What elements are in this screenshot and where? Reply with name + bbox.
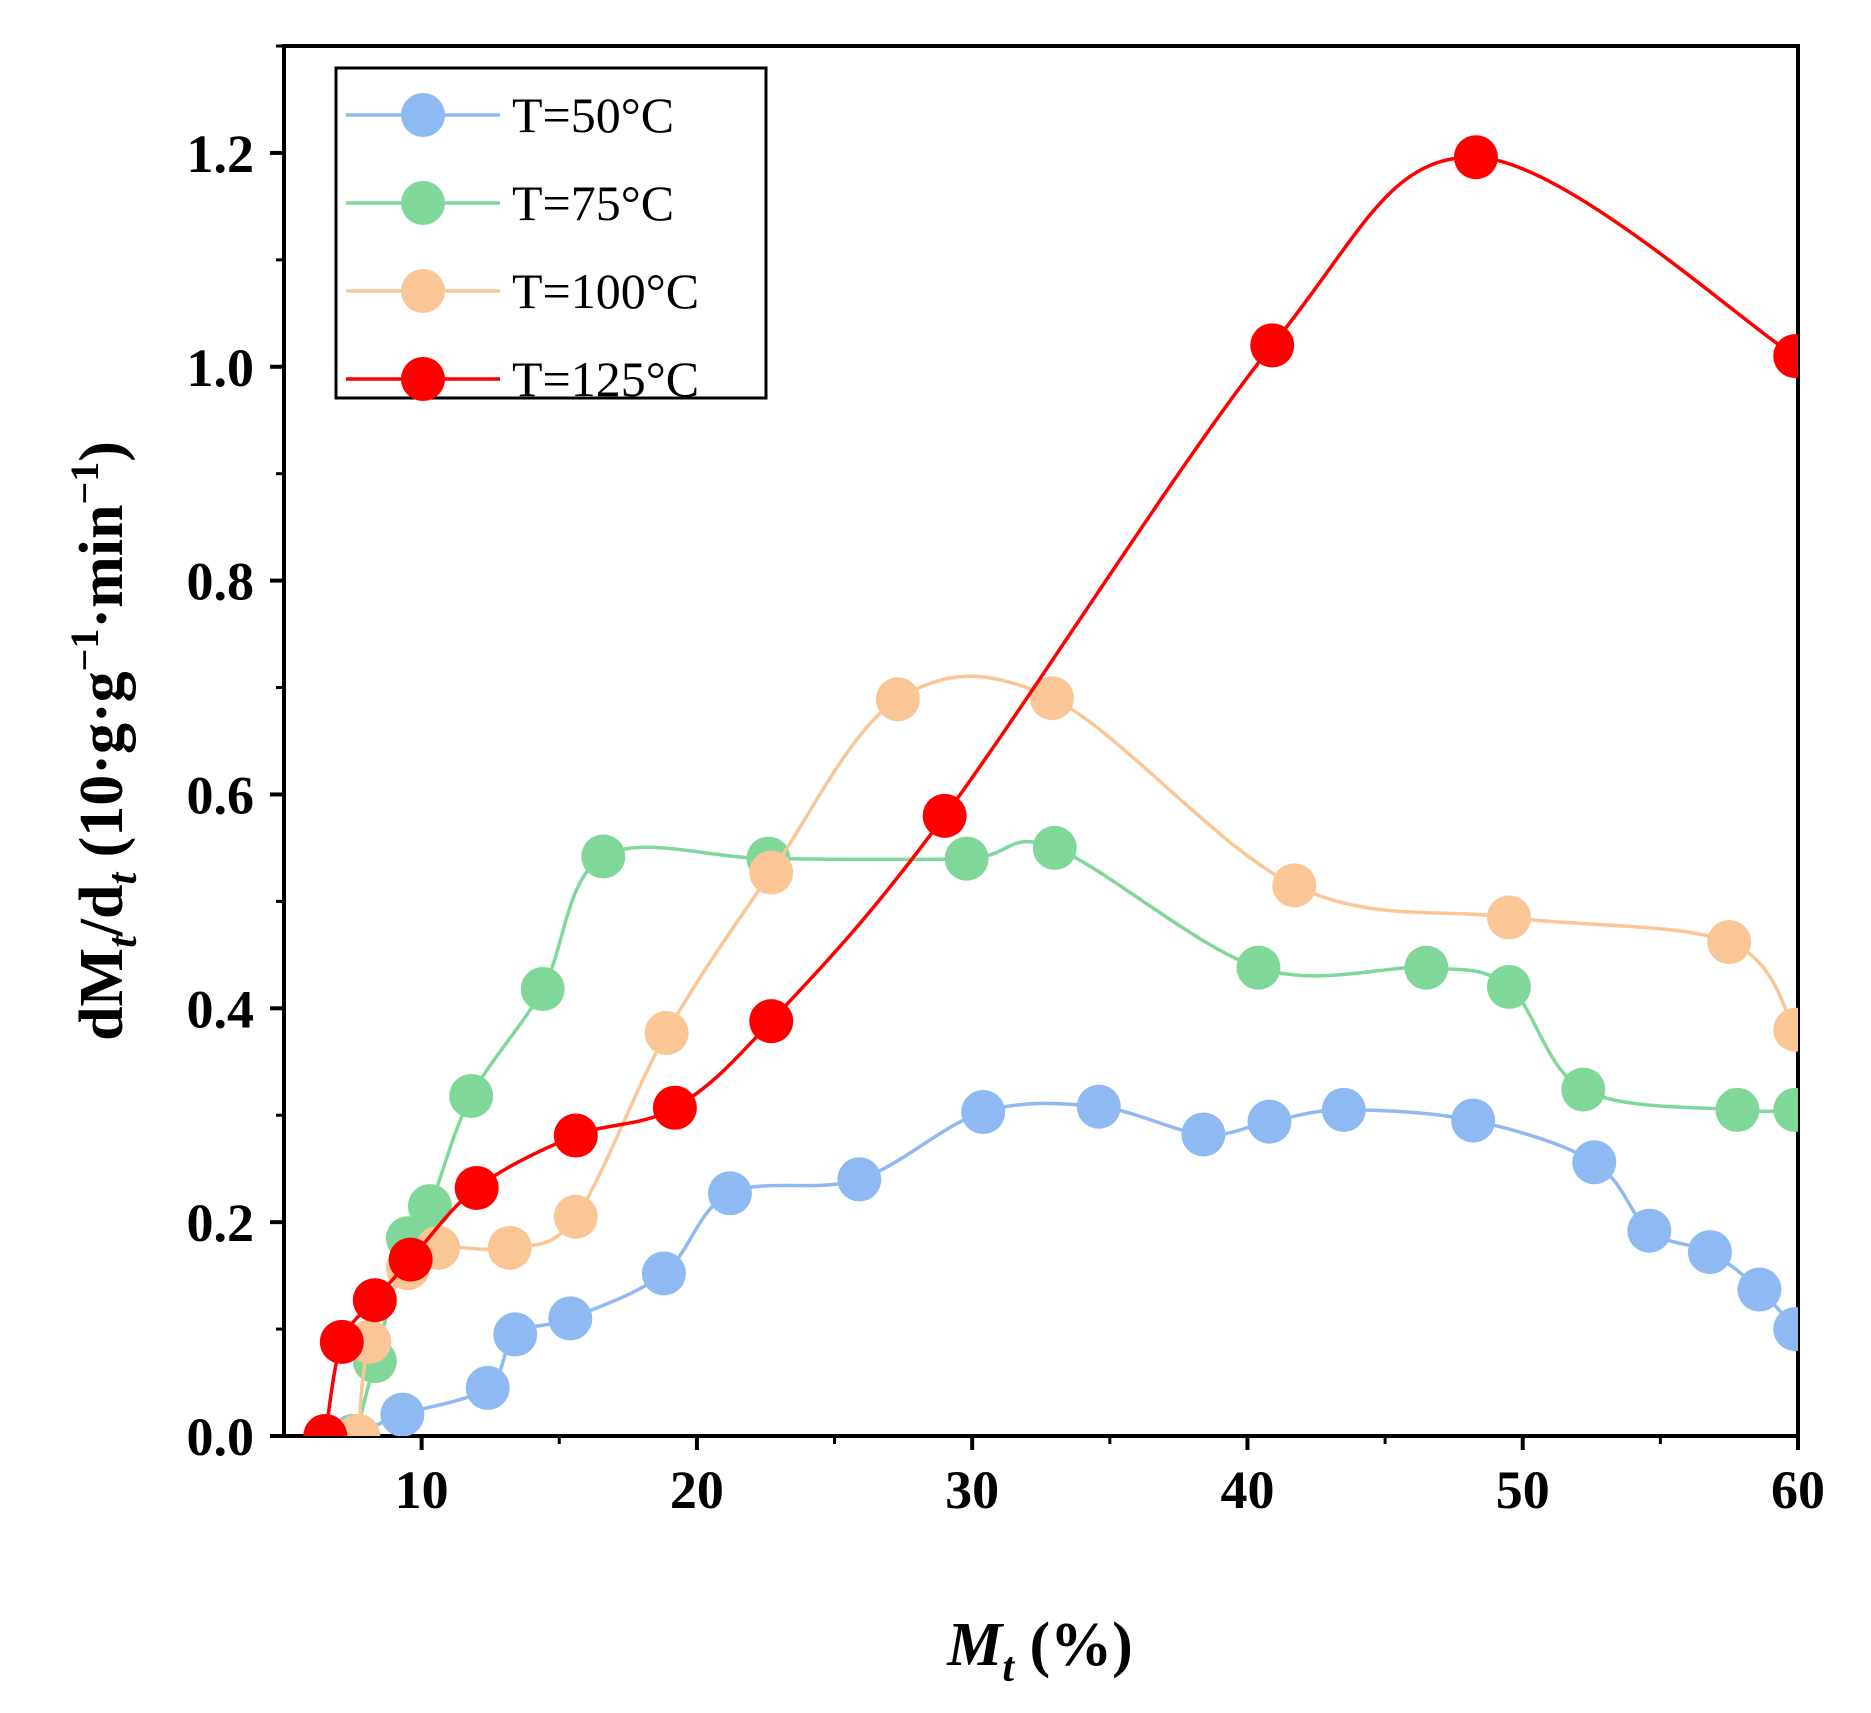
data-point	[923, 794, 967, 838]
y-axis: 0.0 0.2 0.4 0.6 0.8 1.0 1.2	[187, 46, 285, 1467]
data-point	[1627, 1209, 1671, 1253]
data-point	[554, 1195, 598, 1239]
x-tick-label: 40	[1220, 1460, 1274, 1520]
data-point	[1707, 920, 1751, 964]
x-tick-label: 20	[670, 1460, 724, 1520]
data-point	[1715, 1088, 1759, 1132]
x-tick-label: 50	[1496, 1460, 1550, 1520]
data-point	[876, 677, 920, 721]
data-point	[1454, 135, 1498, 179]
data-point	[1250, 323, 1294, 367]
data-point	[1773, 1008, 1817, 1052]
data-point	[493, 1312, 537, 1356]
data-point	[488, 1226, 532, 1270]
data-point	[708, 1171, 752, 1215]
legend-marker	[401, 357, 445, 401]
y-axis-title: dMt/dt (10·g·g−1·min−1)	[62, 441, 146, 1041]
data-point	[961, 1090, 1005, 1134]
legend-label: T=50°C	[512, 87, 674, 143]
x-axis-title: Mt (%)	[946, 1611, 1133, 1691]
data-point	[837, 1157, 881, 1201]
data-point	[449, 1074, 493, 1118]
series-3	[336, 676, 1817, 1458]
y-tick-label: 0.6	[187, 765, 255, 825]
data-point	[1033, 826, 1077, 870]
data-point	[749, 999, 793, 1043]
data-point	[303, 1414, 347, 1458]
data-point	[1404, 946, 1448, 990]
data-point	[1773, 1088, 1817, 1132]
data-point	[1572, 1140, 1616, 1184]
data-point	[1487, 965, 1531, 1009]
data-point	[1272, 863, 1316, 907]
legend: T=50°C T=75°C T=100°C T=125°C	[336, 68, 766, 407]
data-point	[581, 834, 625, 878]
data-point	[521, 967, 565, 1011]
data-point	[1077, 1085, 1121, 1129]
data-point	[353, 1278, 397, 1322]
x-tick-label: 30	[945, 1460, 999, 1520]
data-point	[408, 1184, 452, 1228]
y-tick-label: 1.0	[187, 338, 255, 398]
chart: 0.0 0.2 0.4 0.6 0.8 1.0 1.2 10 20 30 40 50 60 Mt (%…	[0, 0, 1871, 1708]
y-tick-label: 0.2	[187, 1193, 255, 1253]
data-point	[389, 1238, 433, 1282]
y-tick-label: 0.8	[187, 552, 255, 612]
data-point	[455, 1166, 499, 1210]
legend-label: T=100°C	[512, 263, 699, 319]
data-point	[642, 1251, 686, 1295]
chart-svg: 0.0 0.2 0.4 0.6 0.8 1.0 1.2 10 20 30 40 50 60 Mt (%…	[0, 0, 1871, 1708]
y-tick-label: 0.4	[187, 979, 255, 1039]
legend-label: T=75°C	[512, 175, 674, 231]
data-point	[1773, 334, 1817, 378]
data-point	[1451, 1099, 1495, 1143]
data-point	[1688, 1230, 1732, 1274]
data-point	[554, 1114, 598, 1158]
y-tick-label: 1.2	[187, 124, 255, 184]
data-point	[1322, 1088, 1366, 1132]
legend-label: T=125°C	[512, 351, 699, 407]
data-point	[1737, 1268, 1781, 1312]
legend-marker	[401, 181, 445, 225]
data-point	[1181, 1112, 1225, 1156]
data-point	[645, 1011, 689, 1055]
data-point	[653, 1086, 697, 1130]
data-point	[1247, 1100, 1291, 1144]
series-1	[331, 1085, 1817, 1458]
x-axis: 10 20 30 40 50 60	[395, 1436, 1825, 1520]
legend-marker	[401, 93, 445, 137]
data-point	[1773, 1307, 1817, 1351]
data-point	[945, 837, 989, 881]
x-tick-label: 10	[395, 1460, 449, 1520]
data-point	[1561, 1068, 1605, 1112]
x-tick-label: 60	[1771, 1460, 1825, 1520]
data-point	[548, 1296, 592, 1340]
y-tick-label: 0.0	[187, 1407, 255, 1467]
data-point	[1236, 946, 1280, 990]
data-point	[320, 1320, 364, 1364]
data-point	[466, 1366, 510, 1410]
data-point	[1487, 895, 1531, 939]
data-point	[380, 1393, 424, 1437]
data-point	[749, 851, 793, 895]
legend-marker	[401, 269, 445, 313]
